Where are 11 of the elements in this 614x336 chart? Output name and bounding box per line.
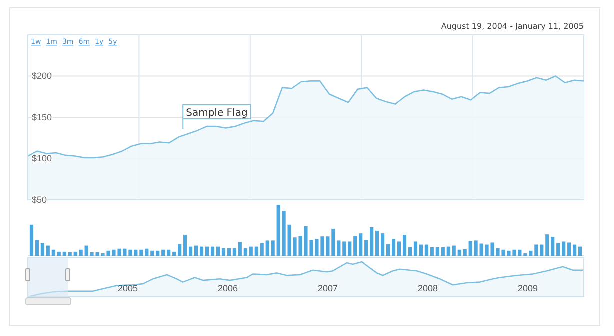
chart-subtitle: August 19, 2004 - January 11, 2005 <box>441 22 584 31</box>
x-tick-label: 2005 <box>118 283 138 294</box>
x-tick-label: 2006 <box>218 283 238 294</box>
y-tick-label: $150 <box>32 112 52 122</box>
y-tick-label: $100 <box>32 154 52 164</box>
x-tick-label: 2009 <box>518 283 538 294</box>
y-tick-label: $50 <box>32 194 48 205</box>
y-tick-label: $200 <box>32 71 52 82</box>
x-tick-label: 2007 <box>318 283 338 294</box>
x-tick-label: 2008 <box>418 283 438 294</box>
annotation: Sample Flag <box>186 108 248 119</box>
